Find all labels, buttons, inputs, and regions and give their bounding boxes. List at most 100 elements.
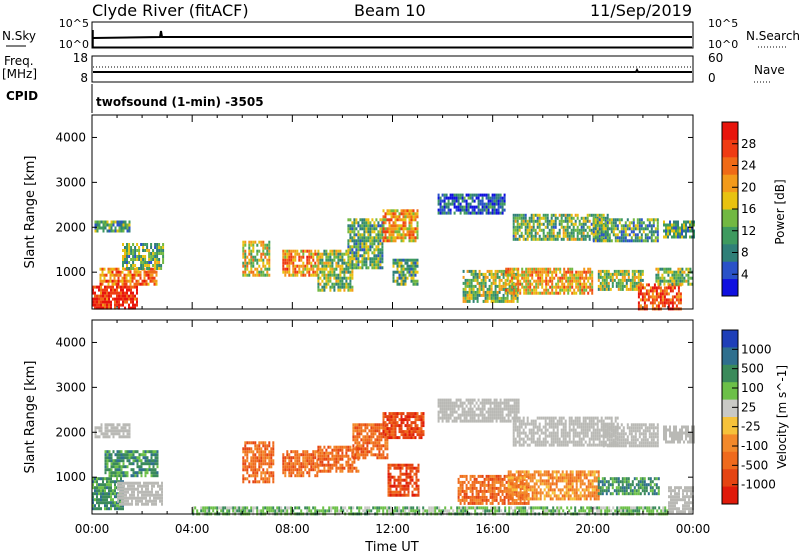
power-cell bbox=[589, 273, 592, 277]
power-cell bbox=[363, 230, 366, 234]
power-cell bbox=[250, 240, 253, 244]
power-cell bbox=[349, 227, 352, 231]
power-cell bbox=[538, 219, 541, 223]
power-cell bbox=[490, 281, 493, 285]
velocity-cell bbox=[465, 419, 468, 423]
power-cell bbox=[317, 252, 320, 256]
velocity-cell bbox=[110, 477, 112, 481]
power-cell bbox=[600, 227, 603, 231]
velocity-cell bbox=[491, 410, 494, 414]
velocity-cell bbox=[106, 462, 109, 466]
velocity-cell bbox=[473, 413, 476, 417]
power-cell bbox=[296, 264, 299, 268]
power-cell bbox=[546, 213, 549, 217]
power-cell bbox=[353, 242, 356, 246]
velocity-cell bbox=[398, 418, 401, 422]
power-cell bbox=[410, 267, 413, 271]
power-cell bbox=[608, 233, 611, 237]
velocity-cell bbox=[422, 415, 425, 419]
velocity-cell bbox=[242, 480, 245, 484]
velocity-cell bbox=[507, 413, 510, 417]
velocity-cell bbox=[327, 445, 330, 449]
power-cell bbox=[679, 229, 681, 233]
power-cell bbox=[625, 284, 628, 288]
velocity-cell bbox=[151, 487, 153, 491]
velocity-cell bbox=[120, 453, 123, 457]
velocity-cell bbox=[445, 410, 448, 414]
velocity-cell bbox=[123, 490, 125, 494]
power-cell bbox=[357, 230, 360, 234]
velocity-cell bbox=[513, 413, 516, 417]
velocity-cell bbox=[150, 459, 153, 463]
velocity-cell bbox=[352, 429, 355, 433]
velocity-cell bbox=[513, 404, 516, 408]
power-cell bbox=[345, 252, 348, 256]
velocity-cell bbox=[399, 478, 402, 482]
power-cell bbox=[262, 273, 265, 277]
power-cell bbox=[488, 269, 491, 273]
velocity-cell bbox=[102, 489, 104, 493]
velocity-cell bbox=[416, 427, 419, 431]
power-cell bbox=[478, 293, 481, 297]
velocity-cell bbox=[465, 404, 468, 408]
velocity-cell bbox=[382, 412, 385, 416]
power-cell bbox=[377, 251, 380, 255]
power-cell bbox=[465, 199, 468, 203]
power-cell bbox=[647, 289, 650, 293]
power-cell bbox=[349, 285, 352, 289]
power-cell bbox=[455, 205, 458, 209]
velocity-cell bbox=[140, 474, 143, 478]
power-cell bbox=[603, 284, 606, 288]
power-cell bbox=[266, 243, 269, 247]
power-cell bbox=[645, 304, 648, 308]
power-cell bbox=[400, 267, 403, 271]
velocity-cell bbox=[399, 490, 402, 494]
velocity-cell bbox=[304, 456, 307, 460]
velocity-cell bbox=[364, 450, 367, 454]
power-cell bbox=[96, 300, 98, 304]
velocity-cell bbox=[252, 441, 255, 445]
velocity-cell bbox=[122, 471, 125, 475]
velocity-cell bbox=[489, 419, 492, 423]
velocity-cell bbox=[110, 465, 113, 469]
velocity-cell bbox=[414, 421, 417, 425]
power-cell bbox=[349, 230, 352, 234]
power-cell bbox=[492, 293, 495, 297]
velocity-cell bbox=[507, 404, 510, 408]
power-cell bbox=[644, 239, 647, 243]
power-colorbar-tick-label: 20 bbox=[741, 180, 756, 194]
velocity-cell bbox=[250, 468, 253, 472]
power-cell bbox=[570, 213, 573, 217]
power-cell bbox=[314, 252, 317, 256]
power-cell bbox=[551, 273, 554, 277]
power-cell bbox=[128, 246, 131, 249]
power-cell bbox=[142, 261, 145, 264]
power-cell bbox=[563, 285, 566, 289]
power-cell bbox=[582, 228, 585, 232]
velocity-cell bbox=[135, 499, 137, 503]
power-cell bbox=[337, 288, 340, 292]
velocity-cell bbox=[161, 493, 163, 497]
power-cell bbox=[392, 273, 395, 277]
velocity-cell bbox=[110, 495, 112, 499]
power-cell bbox=[94, 300, 96, 304]
velocity-cell bbox=[382, 456, 385, 460]
power-cell bbox=[441, 199, 444, 203]
power-cell bbox=[620, 236, 623, 240]
power-cell bbox=[616, 224, 619, 228]
power-cell bbox=[410, 230, 413, 234]
velocity-cell bbox=[256, 444, 259, 448]
velocity-cell bbox=[258, 468, 261, 472]
velocity-cell bbox=[481, 407, 484, 411]
power-cell bbox=[132, 306, 134, 310]
power-cell bbox=[689, 235, 691, 239]
power-cell bbox=[130, 252, 133, 255]
power-cell bbox=[153, 270, 156, 274]
power-cell bbox=[316, 273, 319, 277]
power-cell bbox=[689, 220, 691, 224]
power-cell bbox=[533, 291, 536, 295]
power-cell bbox=[586, 234, 589, 238]
power-cell bbox=[611, 272, 614, 276]
power-cell bbox=[599, 284, 602, 288]
power-cell bbox=[611, 278, 614, 282]
